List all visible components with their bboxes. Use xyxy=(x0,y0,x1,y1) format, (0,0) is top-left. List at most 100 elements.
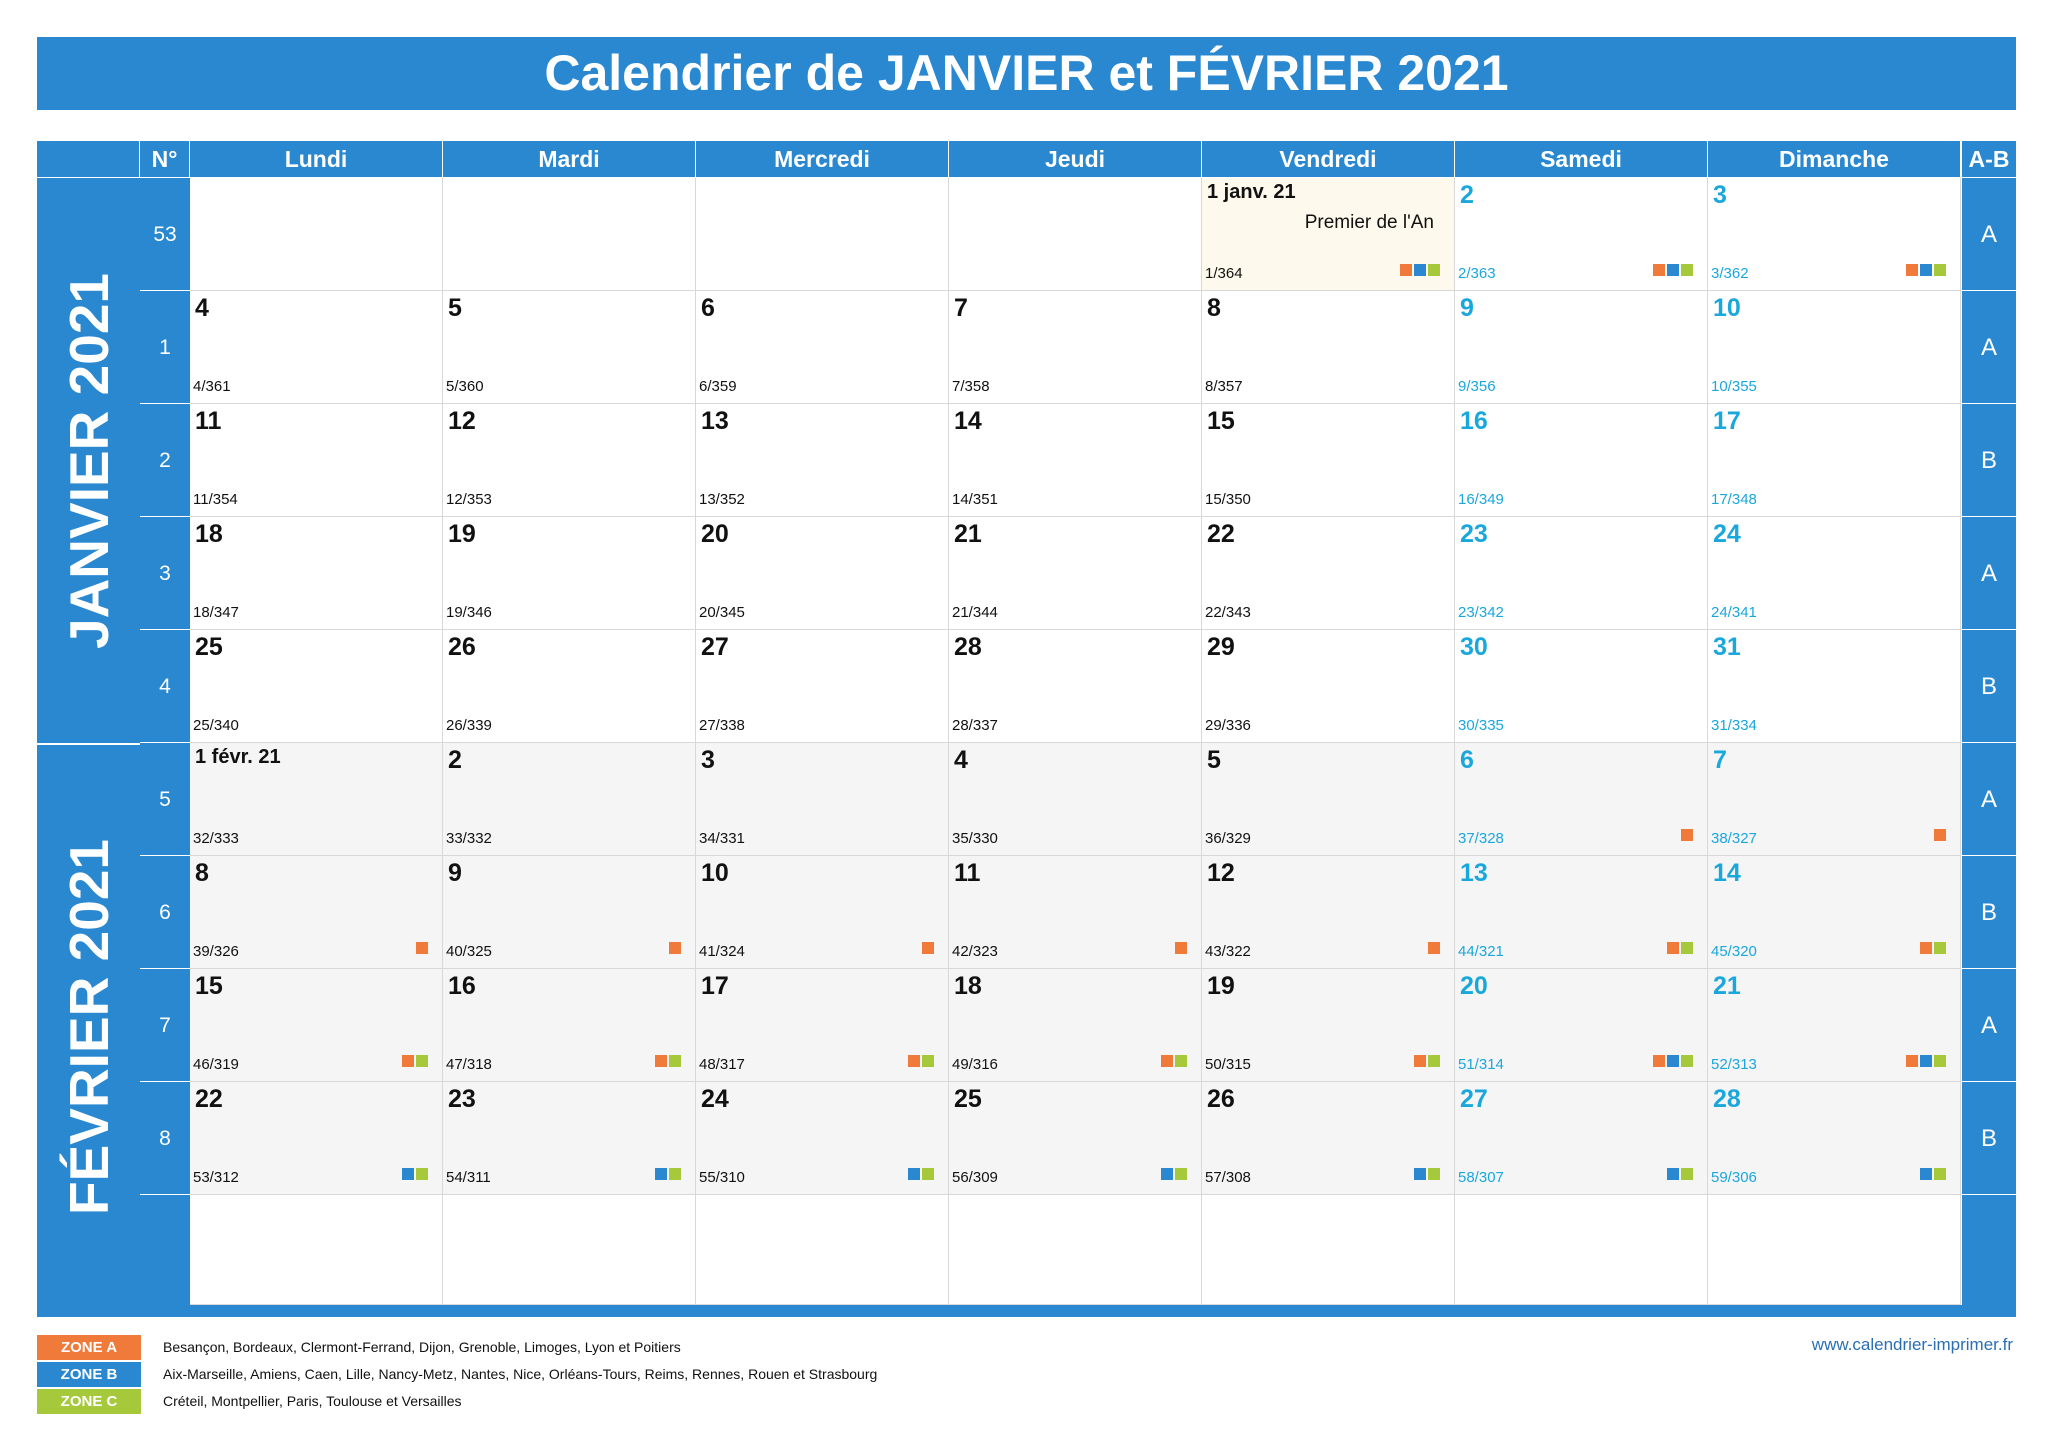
zone-a-marker xyxy=(1653,1055,1665,1067)
day-cell[interactable]: 20 20/345 xyxy=(696,517,949,630)
day-cell[interactable]: 13 44/321 xyxy=(1455,856,1708,969)
day-number: 9 xyxy=(1460,294,1474,322)
zone-b-marker xyxy=(1920,1055,1932,1067)
day-cell[interactable]: 21 21/344 xyxy=(949,517,1202,630)
school-holiday-zones xyxy=(1906,1055,1946,1067)
day-of-year: 36/329 xyxy=(1205,830,1251,847)
day-cell[interactable]: 30 30/335 xyxy=(1455,630,1708,743)
zone-cities: Aix-Marseille, Amiens, Caen, Lille, Nanc… xyxy=(163,1366,878,1382)
month-band-0: JANVIER 2021 xyxy=(37,178,140,743)
day-number: 22 xyxy=(1207,520,1235,548)
day-cell[interactable]: 31 31/334 xyxy=(1708,630,1961,743)
day-cell[interactable]: 3 34/331 xyxy=(696,743,949,856)
day-of-year: 46/319 xyxy=(193,1056,239,1073)
day-of-year: 7/358 xyxy=(952,378,990,395)
zone-b-marker xyxy=(1920,264,1932,276)
day-cell[interactable]: 16 16/349 xyxy=(1455,404,1708,517)
day-number: 30 xyxy=(1460,633,1488,661)
day-cell[interactable]: 6 37/328 xyxy=(1455,743,1708,856)
zone-badge: ZONE C xyxy=(37,1389,141,1414)
day-cell[interactable]: 12 12/353 xyxy=(443,404,696,517)
day-cell[interactable]: 25 56/309 xyxy=(949,1082,1202,1195)
day-cell[interactable]: 10 41/324 xyxy=(696,856,949,969)
empty-day-cell xyxy=(949,178,1202,291)
day-cell[interactable]: 2 33/332 xyxy=(443,743,696,856)
day-cell[interactable]: 19 19/346 xyxy=(443,517,696,630)
day-cell[interactable]: 8 8/357 xyxy=(1202,291,1455,404)
day-cell[interactable]: 1 janv. 21 Premier de l'An 1/364 xyxy=(1202,178,1455,291)
day-cell[interactable]: 29 29/336 xyxy=(1202,630,1455,743)
day-cell[interactable]: 28 59/306 xyxy=(1708,1082,1961,1195)
day-cell[interactable]: 27 58/307 xyxy=(1455,1082,1708,1195)
day-cell[interactable]: 6 6/359 xyxy=(696,291,949,404)
day-cell[interactable]: 11 11/354 xyxy=(190,404,443,517)
day-cell[interactable]: 7 38/327 xyxy=(1708,743,1961,856)
day-cell[interactable]: 20 51/314 xyxy=(1455,969,1708,1082)
month-band-1: FÉVRIER 2021 xyxy=(37,743,140,1308)
day-number: 17 xyxy=(701,972,729,1000)
day-cell[interactable]: 22 53/312 xyxy=(190,1082,443,1195)
zone-a-marker xyxy=(908,1055,920,1067)
day-cell[interactable]: 24 55/310 xyxy=(696,1082,949,1195)
day-number: 26 xyxy=(448,633,476,661)
day-cell[interactable]: 4 4/361 xyxy=(190,291,443,404)
header-day-5: Samedi xyxy=(1455,141,1708,177)
week-ab: A xyxy=(1962,969,2016,1082)
website-link[interactable]: www.calendrier-imprimer.fr xyxy=(1811,1335,2013,1354)
day-cell[interactable]: 11 42/323 xyxy=(949,856,1202,969)
day-cell[interactable]: 7 7/358 xyxy=(949,291,1202,404)
day-cell[interactable]: 2 2/363 xyxy=(1455,178,1708,291)
day-cell[interactable]: 21 52/313 xyxy=(1708,969,1961,1082)
zone-c-marker xyxy=(1934,1055,1946,1067)
day-cell[interactable]: 9 9/356 xyxy=(1455,291,1708,404)
day-cell[interactable]: 25 25/340 xyxy=(190,630,443,743)
school-holiday-zones xyxy=(1920,942,1946,954)
day-cell[interactable]: 24 24/341 xyxy=(1708,517,1961,630)
day-cell[interactable]: 14 14/351 xyxy=(949,404,1202,517)
day-of-year: 38/327 xyxy=(1711,830,1757,847)
month-label: FÉVRIER 2021 xyxy=(57,838,120,1215)
day-cell[interactable]: 15 46/319 xyxy=(190,969,443,1082)
day-cell[interactable]: 8 39/326 xyxy=(190,856,443,969)
month-label: JANVIER 2021 xyxy=(57,272,120,649)
day-cell[interactable]: 13 13/352 xyxy=(696,404,949,517)
day-cell[interactable]: 27 27/338 xyxy=(696,630,949,743)
day-cell[interactable]: 18 18/347 xyxy=(190,517,443,630)
holiday-name: Premier de l'An xyxy=(1304,212,1434,233)
zone-c-marker xyxy=(1681,942,1693,954)
day-cell[interactable]: 19 50/315 xyxy=(1202,969,1455,1082)
zone-c-marker xyxy=(1681,264,1693,276)
day-cell[interactable]: 26 26/339 xyxy=(443,630,696,743)
day-of-year: 30/335 xyxy=(1458,717,1504,734)
day-cell[interactable]: 10 10/355 xyxy=(1708,291,1961,404)
empty-day-cell xyxy=(696,1195,949,1305)
day-cell[interactable]: 5 36/329 xyxy=(1202,743,1455,856)
week-ab: B xyxy=(1962,1082,2016,1195)
day-cell[interactable]: 9 40/325 xyxy=(443,856,696,969)
day-number: 16 xyxy=(1460,407,1488,435)
zone-c-marker xyxy=(1934,264,1946,276)
day-number: 3 xyxy=(1713,181,1727,209)
week-number: 53 xyxy=(140,178,190,291)
day-cell[interactable]: 4 35/330 xyxy=(949,743,1202,856)
day-cell[interactable]: 1 févr. 21 32/333 xyxy=(190,743,443,856)
day-cell[interactable]: 22 22/343 xyxy=(1202,517,1455,630)
header-ab: A-B xyxy=(1962,141,2016,177)
day-cell[interactable]: 3 3/362 xyxy=(1708,178,1961,291)
day-number: 23 xyxy=(1460,520,1488,548)
day-cell[interactable]: 23 23/342 xyxy=(1455,517,1708,630)
day-cell[interactable]: 16 47/318 xyxy=(443,969,696,1082)
day-cell[interactable]: 15 15/350 xyxy=(1202,404,1455,517)
week-ab: A xyxy=(1962,178,2016,291)
day-cell[interactable]: 5 5/360 xyxy=(443,291,696,404)
day-cell[interactable]: 17 48/317 xyxy=(696,969,949,1082)
header-day-3: Jeudi xyxy=(949,141,1202,177)
day-cell[interactable]: 18 49/316 xyxy=(949,969,1202,1082)
day-cell[interactable]: 12 43/322 xyxy=(1202,856,1455,969)
day-cell[interactable]: 17 17/348 xyxy=(1708,404,1961,517)
day-cell[interactable]: 14 45/320 xyxy=(1708,856,1961,969)
day-cell[interactable]: 26 57/308 xyxy=(1202,1082,1455,1195)
day-number: 28 xyxy=(954,633,982,661)
day-cell[interactable]: 28 28/337 xyxy=(949,630,1202,743)
day-cell[interactable]: 23 54/311 xyxy=(443,1082,696,1195)
